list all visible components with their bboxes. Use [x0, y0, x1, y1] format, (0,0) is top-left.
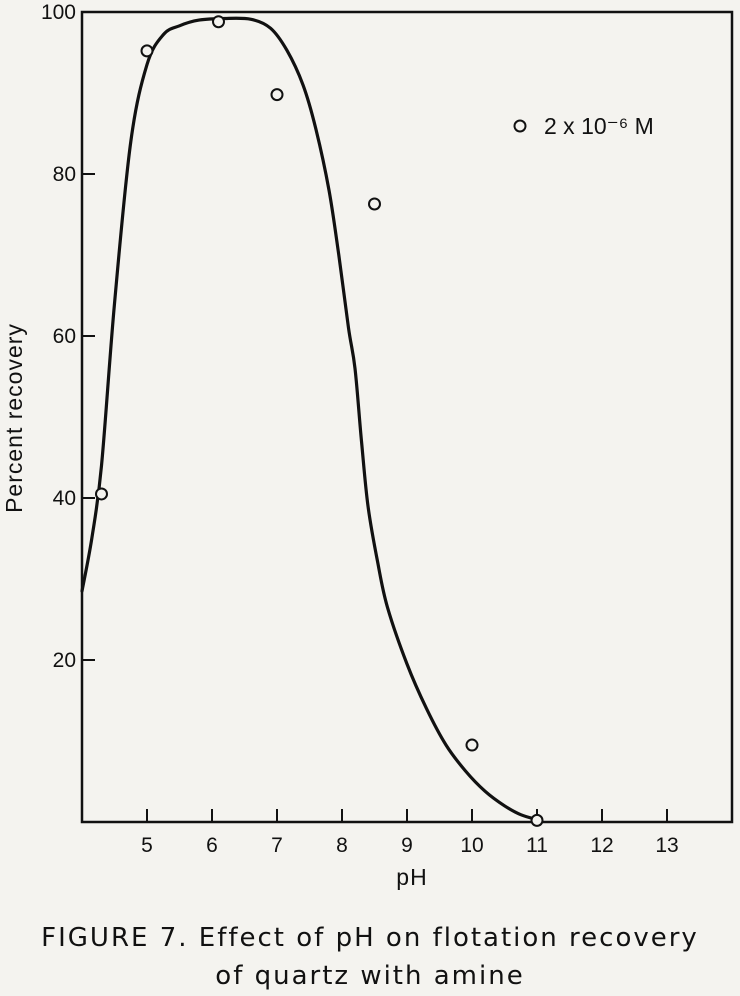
- y-tick-label-60: 60: [53, 325, 76, 348]
- y-axis-title: Percent recovery: [1, 323, 27, 513]
- fitted-curve: [80, 16, 539, 822]
- legend-marker: [513, 119, 527, 133]
- y-axis-ticks: 20 40 60 80 100: [41, 1, 95, 672]
- legend: 2 x 10⁻⁶ M: [513, 113, 654, 139]
- y-tick-label-20: 20: [53, 649, 76, 672]
- x-axis-title: pH: [396, 864, 427, 890]
- x-axis-ticks: 5 6 7 8 9 10 11 12 13: [141, 809, 679, 857]
- chart: 20 40 60 80 100 5 6 7 8 9 10 11 12 13 pH Percent rec…: [1, 1, 734, 890]
- data-point: [465, 738, 479, 752]
- x-tick-label-10: 10: [460, 834, 483, 857]
- data-point: [212, 15, 225, 29]
- x-tick-label-8: 8: [336, 834, 348, 857]
- x-tick-label-13: 13: [655, 834, 678, 857]
- y-tick-label-100: 100: [41, 1, 76, 24]
- x-tick-label-11: 11: [526, 834, 548, 857]
- y-tick-label-80: 80: [53, 163, 76, 186]
- data-point: [270, 88, 284, 102]
- data-point: [530, 813, 544, 827]
- figure-caption-line-1: FIGURE 7. Effect of pH on flotation reco…: [41, 923, 699, 953]
- data-points: [95, 15, 544, 827]
- x-tick-label-12: 12: [590, 834, 613, 857]
- x-tick-label-5: 5: [141, 834, 153, 857]
- figure-caption-line-2: of quartz with amine: [215, 961, 525, 991]
- data-point: [368, 197, 381, 211]
- x-tick-label-6: 6: [206, 834, 218, 857]
- x-tick-label-7: 7: [271, 834, 283, 857]
- data-point: [140, 44, 154, 58]
- data-point: [95, 487, 108, 501]
- x-tick-label-9: 9: [401, 834, 413, 857]
- legend-label: 2 x 10⁻⁶ M: [544, 113, 654, 139]
- y-tick-label-40: 40: [53, 487, 76, 510]
